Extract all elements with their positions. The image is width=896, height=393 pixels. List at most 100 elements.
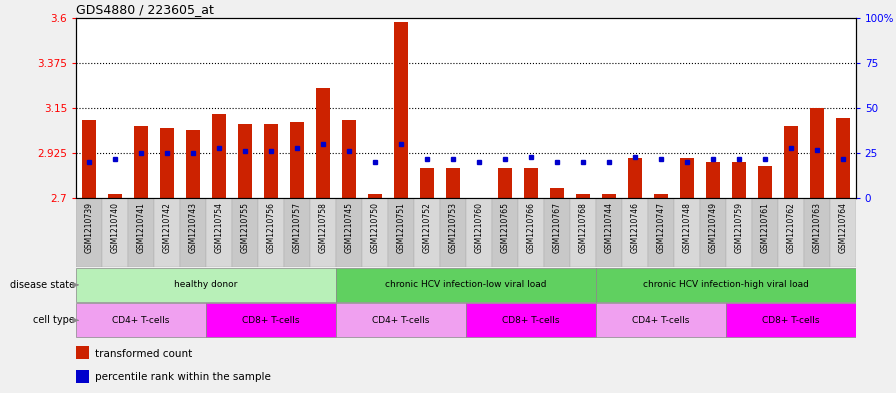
Text: chronic HCV infection-low viral load: chronic HCV infection-low viral load: [385, 281, 547, 289]
Bar: [732, 162, 745, 198]
Bar: [290, 122, 304, 198]
Bar: [336, 303, 466, 337]
Text: CD4+ T-cells: CD4+ T-cells: [372, 316, 430, 325]
Text: GSM1210740: GSM1210740: [110, 202, 120, 253]
Bar: [440, 198, 466, 267]
Bar: [212, 114, 226, 198]
Bar: [394, 22, 408, 198]
Bar: [414, 198, 440, 267]
Text: GSM1210750: GSM1210750: [370, 202, 380, 253]
Bar: [524, 168, 538, 198]
Bar: [596, 268, 856, 302]
Text: disease state: disease state: [10, 280, 75, 290]
Bar: [758, 166, 771, 198]
Text: GSM1210766: GSM1210766: [526, 202, 536, 253]
Bar: [446, 168, 460, 198]
Text: GSM1210739: GSM1210739: [84, 202, 94, 253]
Bar: [128, 198, 154, 267]
Text: chronic HCV infection-high viral load: chronic HCV infection-high viral load: [642, 281, 809, 289]
Text: GSM1210758: GSM1210758: [318, 202, 328, 253]
Bar: [726, 303, 856, 337]
Bar: [602, 195, 616, 198]
Bar: [342, 120, 356, 198]
Bar: [596, 303, 726, 337]
Bar: [680, 158, 694, 198]
Bar: [284, 198, 310, 267]
Bar: [102, 198, 128, 267]
Bar: [310, 198, 336, 267]
Text: cell type: cell type: [33, 315, 75, 325]
Text: GSM1210749: GSM1210749: [708, 202, 718, 253]
Text: GSM1210742: GSM1210742: [162, 202, 172, 253]
Text: GSM1210755: GSM1210755: [240, 202, 250, 253]
Text: GSM1210756: GSM1210756: [266, 202, 276, 253]
Bar: [804, 198, 830, 267]
Bar: [206, 198, 232, 267]
Text: CD8+ T-cells: CD8+ T-cells: [502, 316, 560, 325]
Bar: [570, 198, 596, 267]
Bar: [108, 195, 122, 198]
Bar: [784, 126, 797, 198]
Bar: [648, 198, 674, 267]
Text: GSM1210752: GSM1210752: [422, 202, 432, 253]
Text: healthy donor: healthy donor: [175, 281, 237, 289]
Bar: [76, 198, 102, 267]
Text: GSM1210744: GSM1210744: [604, 202, 614, 253]
Text: GSM1210753: GSM1210753: [448, 202, 458, 253]
Text: GSM1210741: GSM1210741: [136, 202, 146, 253]
Text: transformed count: transformed count: [95, 349, 192, 359]
Bar: [674, 198, 700, 267]
Bar: [654, 195, 668, 198]
Bar: [238, 124, 252, 198]
Text: GSM1210768: GSM1210768: [578, 202, 588, 253]
Bar: [76, 268, 336, 302]
Bar: [752, 198, 778, 267]
Bar: [420, 168, 434, 198]
Text: GSM1210761: GSM1210761: [760, 202, 770, 253]
Bar: [830, 198, 856, 267]
Text: CD4+ T-cells: CD4+ T-cells: [632, 316, 690, 325]
Bar: [700, 198, 726, 267]
Bar: [154, 198, 180, 267]
Bar: [336, 268, 596, 302]
Text: GSM1210760: GSM1210760: [474, 202, 484, 253]
Bar: [76, 303, 206, 337]
Bar: [232, 198, 258, 267]
Text: GSM1210765: GSM1210765: [500, 202, 510, 253]
Text: GSM1210751: GSM1210751: [396, 202, 406, 253]
Bar: [316, 88, 330, 198]
Bar: [76, 370, 89, 383]
Bar: [576, 195, 590, 198]
Bar: [622, 198, 648, 267]
Text: GSM1210754: GSM1210754: [214, 202, 224, 253]
Bar: [82, 120, 96, 198]
Bar: [836, 118, 849, 198]
Bar: [76, 346, 89, 359]
Bar: [706, 162, 719, 198]
Bar: [206, 303, 336, 337]
Bar: [518, 198, 544, 267]
Text: GSM1210764: GSM1210764: [838, 202, 848, 253]
Text: CD8+ T-cells: CD8+ T-cells: [762, 316, 820, 325]
Bar: [466, 303, 596, 337]
Bar: [258, 198, 284, 267]
Bar: [810, 108, 823, 198]
Bar: [362, 198, 388, 267]
Text: GSM1210746: GSM1210746: [630, 202, 640, 253]
Text: GSM1210747: GSM1210747: [656, 202, 666, 253]
Bar: [160, 128, 174, 198]
Bar: [544, 198, 570, 267]
Bar: [492, 198, 518, 267]
Bar: [134, 126, 148, 198]
Text: GSM1210748: GSM1210748: [682, 202, 692, 253]
Bar: [186, 130, 200, 198]
Bar: [628, 158, 642, 198]
Bar: [466, 198, 492, 267]
Bar: [726, 198, 752, 267]
Text: GSM1210762: GSM1210762: [786, 202, 796, 253]
Bar: [596, 198, 622, 267]
Bar: [336, 198, 362, 267]
Text: GSM1210757: GSM1210757: [292, 202, 302, 253]
Bar: [778, 198, 804, 267]
Text: GSM1210759: GSM1210759: [734, 202, 744, 253]
